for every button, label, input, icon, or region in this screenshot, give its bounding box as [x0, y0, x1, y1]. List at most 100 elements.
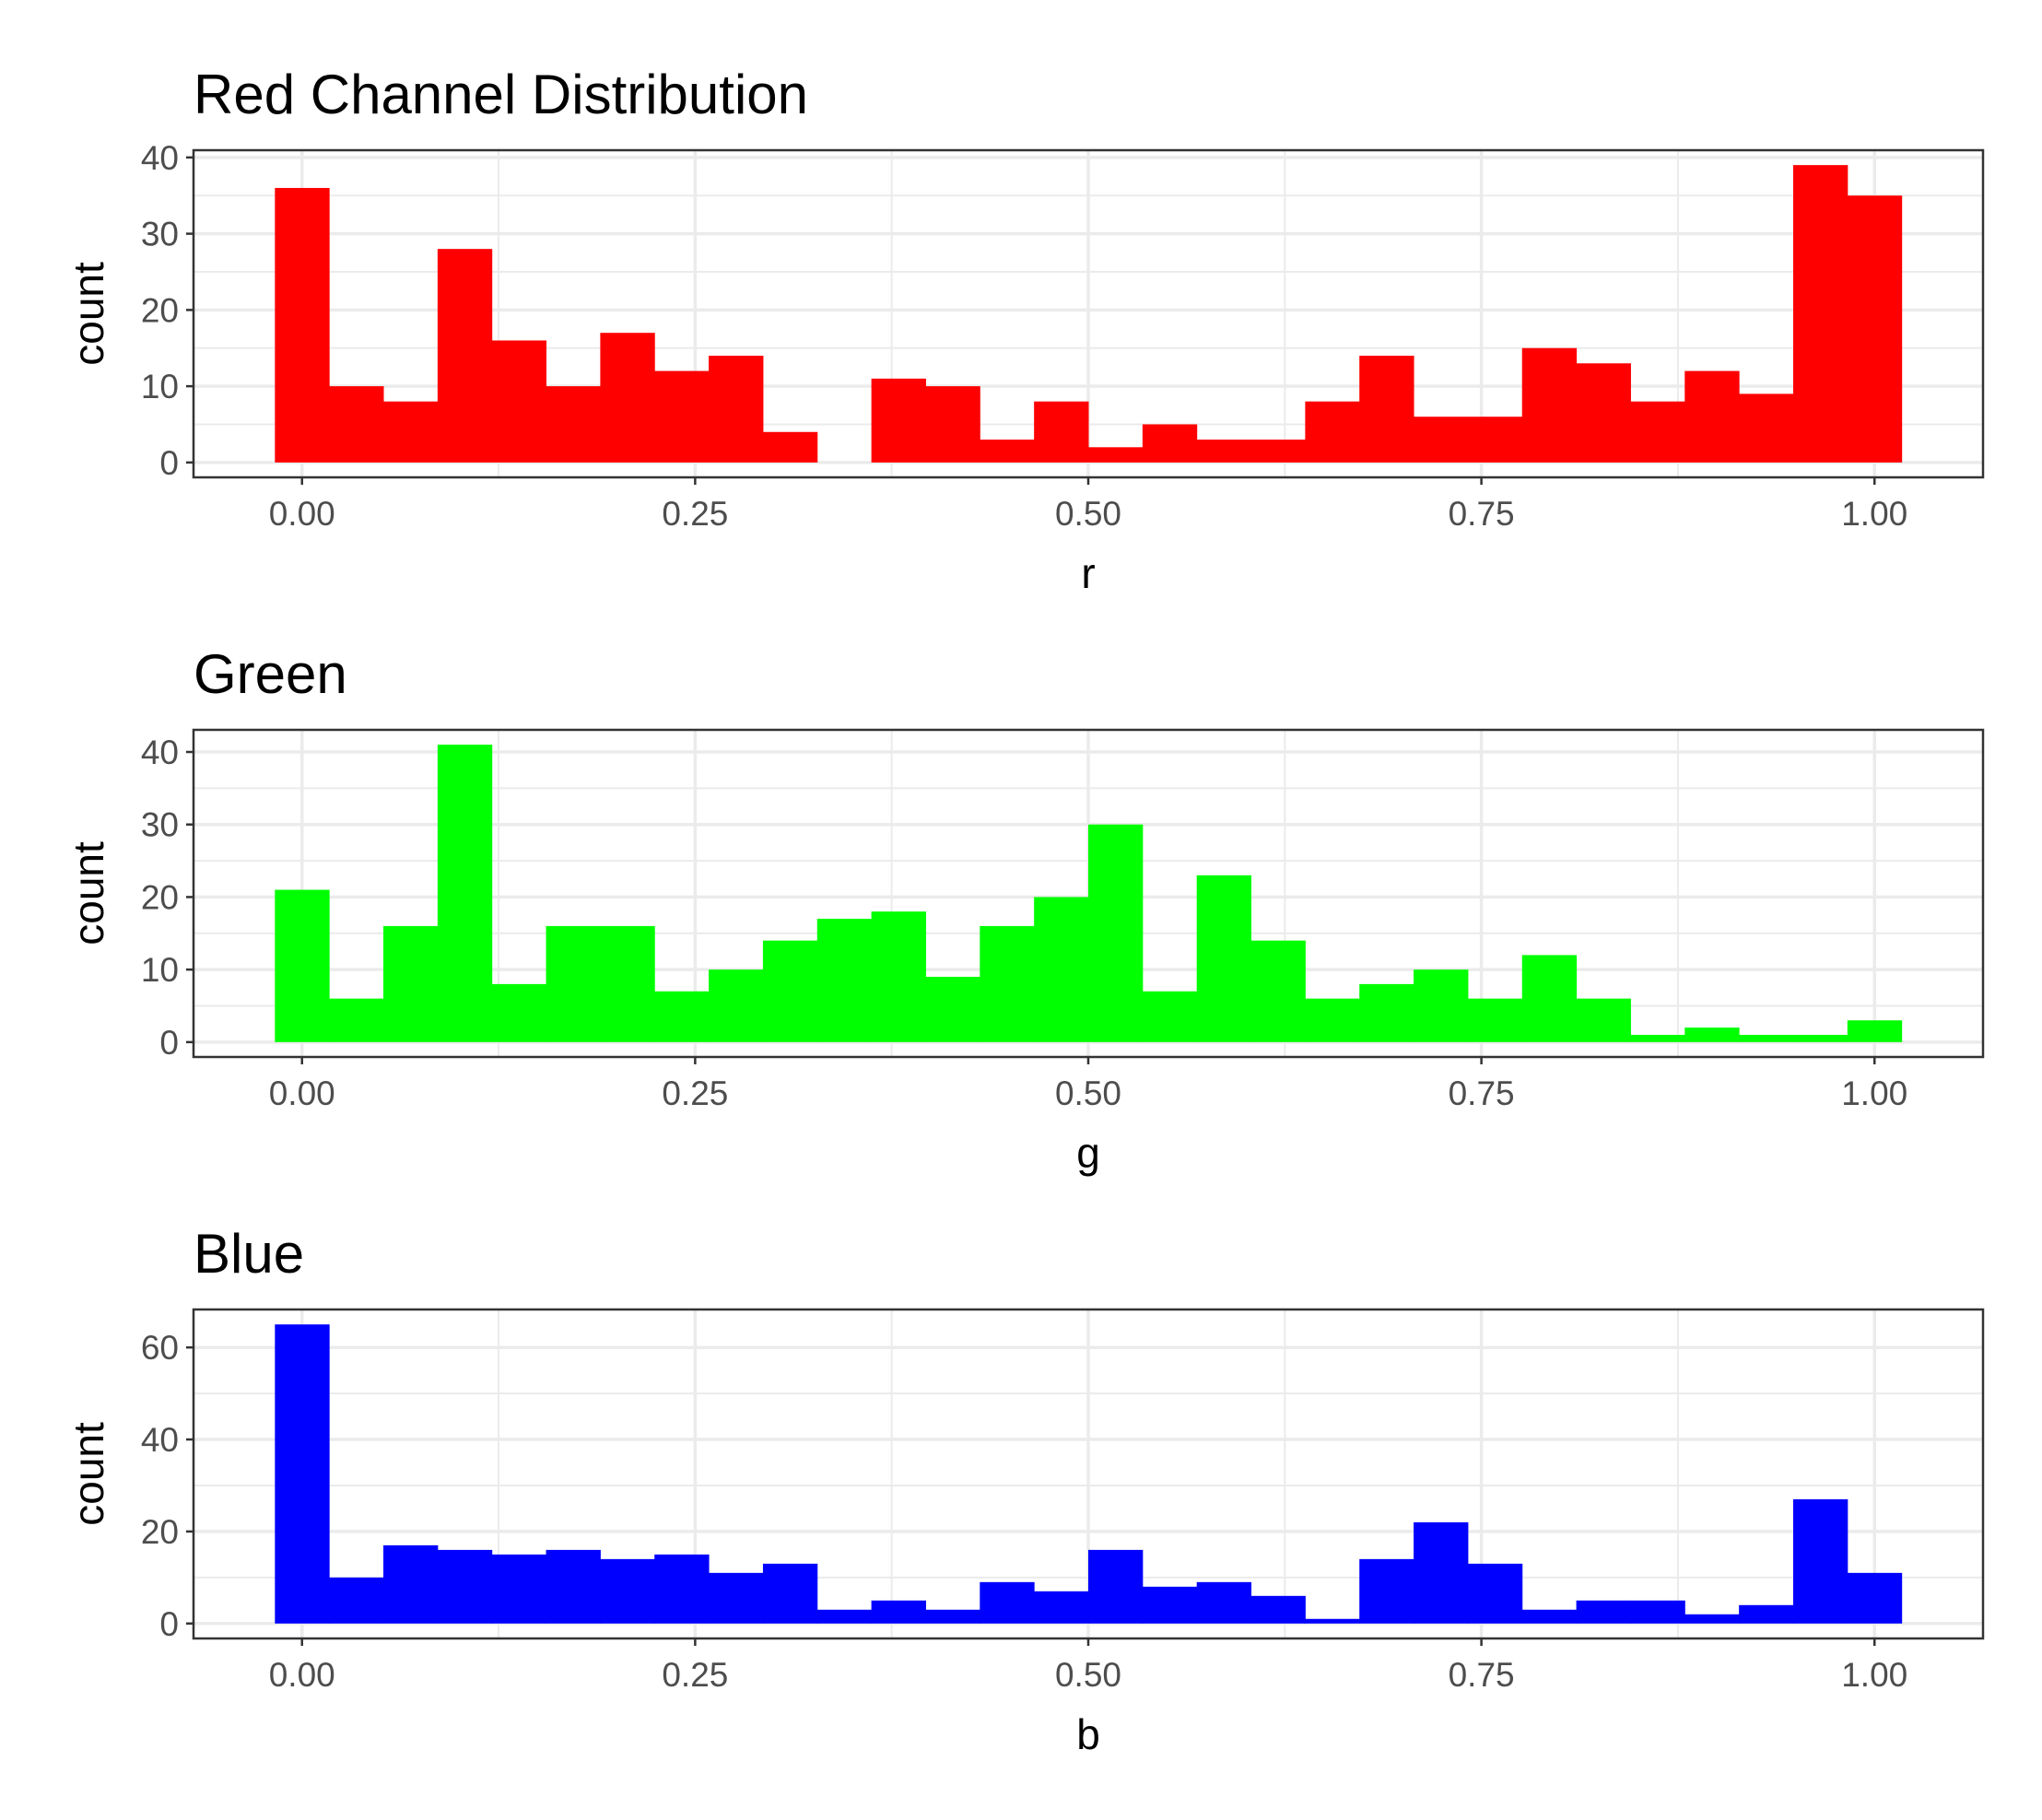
y-tick-label: 20: [141, 1513, 179, 1551]
x-tick-label: 0.00: [269, 1074, 335, 1112]
histogram-bar: [1576, 363, 1631, 463]
histogram-bar: [1630, 401, 1685, 463]
histogram-bar: [1088, 1549, 1144, 1624]
histogram-bar: [1739, 1604, 1794, 1624]
panel-3: Blue 0.00 0.25 0.50 0.75 1.00 0 20 40 60 b count: [65, 1223, 1985, 1758]
histogram-bar: [275, 187, 330, 463]
y-tick-label: 40: [141, 139, 179, 177]
histogram-bar: [925, 977, 980, 1042]
histogram-bar: [1034, 401, 1089, 463]
histogram-bar: [1630, 1600, 1685, 1624]
histogram-bar: [491, 983, 547, 1042]
histogram-bar: [1630, 1034, 1685, 1042]
y-tick-label: 40: [141, 734, 179, 771]
histogram-bar: [709, 1572, 764, 1624]
histogram-bar: [600, 333, 655, 463]
histogram-bar: [1305, 401, 1360, 463]
histogram-bar: [1847, 1572, 1903, 1624]
histogram-bar: [1034, 1591, 1089, 1624]
histogram-bar: [709, 356, 764, 463]
histogram-bar: [1250, 440, 1306, 463]
x-tick-label: 0.50: [1055, 495, 1121, 533]
histogram-bar: [1467, 998, 1523, 1042]
histogram-bar: [1414, 969, 1469, 1042]
y-tick-label: 20: [141, 291, 179, 329]
histogram-bar: [1250, 1595, 1306, 1624]
x-tick-label: 0.75: [1449, 1656, 1515, 1694]
histogram-bar: [654, 1554, 710, 1624]
histogram-bar: [1142, 991, 1198, 1042]
histogram-bar: [1792, 165, 1848, 463]
histogram-bar: [709, 969, 764, 1042]
histogram-bar: [925, 386, 980, 463]
histogram-bar: [1521, 955, 1578, 1042]
histogram-bar: [275, 1324, 330, 1624]
histogram-bar: [1521, 1609, 1578, 1624]
x-axis-title: g: [1076, 1129, 1100, 1177]
histogram-bar: [1684, 1614, 1740, 1624]
histogram-bar: [762, 431, 818, 463]
histogram-bar: [329, 1577, 384, 1624]
histogram-bar: [1467, 417, 1523, 463]
y-tick-label: 10: [141, 951, 179, 989]
histogram-bar: [1359, 983, 1414, 1042]
histogram-bar: [871, 911, 926, 1042]
histogram-bar: [491, 340, 547, 463]
histogram-bar: [1467, 1563, 1523, 1624]
histogram-bar: [383, 925, 439, 1042]
histogram-bar: [1196, 875, 1252, 1042]
x-tick-label: 0.25: [662, 495, 728, 533]
histogram-bar: [762, 1563, 818, 1624]
histogram-bar: [1305, 998, 1360, 1042]
histogram-bar: [546, 386, 601, 463]
histogram-bar: [437, 249, 493, 463]
y-tick-label: 30: [141, 216, 179, 253]
y-axis-title: count: [65, 1422, 112, 1526]
histogram-bar: [1739, 1034, 1794, 1042]
histogram-bar: [1034, 897, 1089, 1042]
histogram-bar: [1684, 1027, 1740, 1042]
histogram-bar: [1196, 1581, 1252, 1624]
x-tick-label: 0.00: [269, 1656, 335, 1694]
histogram-bar: [925, 1609, 980, 1624]
histogram-bar: [762, 940, 818, 1042]
histogram-bar: [980, 925, 1035, 1042]
histogram-bar: [1196, 440, 1252, 463]
histogram-bar: [1305, 1618, 1360, 1624]
x-tick-label: 1.00: [1841, 1074, 1907, 1112]
panel-1: Red Channel Distribution 0.00 0.25 0.50 0.75…: [65, 64, 1985, 597]
histogram-bar: [1792, 1498, 1848, 1624]
chart-title: Green: [194, 643, 347, 705]
histogram-bar: [980, 440, 1035, 463]
histogram-bar: [1847, 1020, 1903, 1042]
y-tick-label: 30: [141, 806, 179, 844]
histogram-bar: [980, 1581, 1035, 1624]
x-tick-label: 0.50: [1055, 1074, 1121, 1112]
x-tick-label: 1.00: [1841, 495, 1907, 533]
histogram-bar: [1142, 1586, 1198, 1624]
x-tick-label: 1.00: [1841, 1656, 1907, 1694]
x-tick-label: 0.25: [662, 1656, 728, 1694]
histogram-bar: [1142, 424, 1198, 463]
x-tick-label: 0.25: [662, 1074, 728, 1112]
y-tick-label: 60: [141, 1329, 179, 1367]
histogram-bar: [654, 370, 710, 463]
y-axis-title: count: [65, 262, 112, 366]
x-axis-title: r: [1081, 549, 1095, 597]
y-tick-label: 0: [159, 1605, 179, 1643]
x-tick-label: 0.75: [1449, 1074, 1515, 1112]
y-tick-label: 0: [159, 1024, 179, 1062]
histogram-bar: [1088, 447, 1144, 463]
histogram-bar: [329, 998, 384, 1042]
x-tick-label: 0.75: [1449, 495, 1515, 533]
y-tick-label: 20: [141, 878, 179, 916]
histogram-bar: [383, 401, 439, 463]
histogram-bar: [383, 1544, 439, 1624]
histogram-bar: [275, 889, 330, 1042]
histogram-bar: [437, 745, 493, 1042]
histogram-bar: [1792, 1034, 1848, 1042]
histogram-bar: [1359, 356, 1414, 463]
histogram-bar: [871, 378, 926, 463]
histogram-bar: [1739, 393, 1794, 463]
histogram-bar: [437, 1549, 493, 1624]
